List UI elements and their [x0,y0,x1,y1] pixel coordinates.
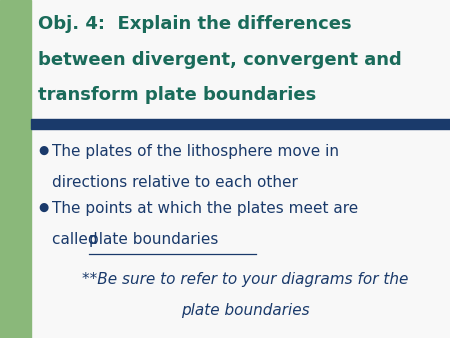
Text: called: called [52,232,102,247]
Text: directions relative to each other: directions relative to each other [52,175,297,190]
Text: between divergent, convergent and: between divergent, convergent and [38,51,402,69]
FancyBboxPatch shape [31,119,450,129]
Text: ●: ● [38,201,49,214]
Text: plate boundaries: plate boundaries [181,303,310,317]
Text: plate boundaries: plate boundaries [89,232,218,247]
Text: Obj. 4:  Explain the differences: Obj. 4: Explain the differences [38,15,352,33]
Text: transform plate boundaries: transform plate boundaries [38,86,316,104]
Text: **Be sure to refer to your diagrams for the: **Be sure to refer to your diagrams for … [82,272,409,287]
FancyBboxPatch shape [0,0,31,338]
Text: The plates of the lithosphere move in: The plates of the lithosphere move in [52,144,339,159]
Text: The points at which the plates meet are: The points at which the plates meet are [52,201,358,216]
Text: ●: ● [38,144,49,156]
